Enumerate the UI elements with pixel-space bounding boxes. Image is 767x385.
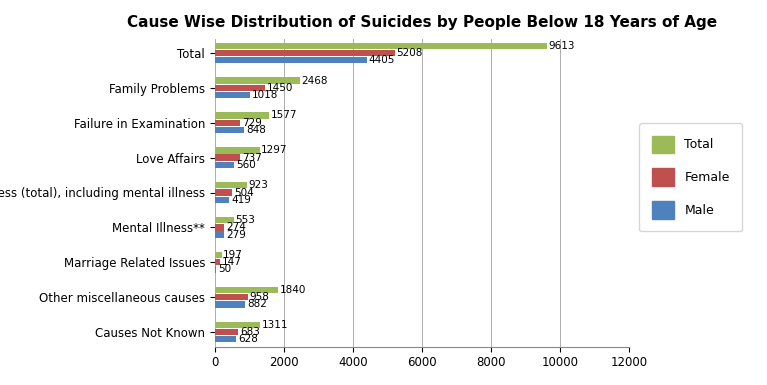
Text: 2468: 2468 <box>301 75 328 85</box>
Bar <box>215 50 394 56</box>
Text: 560: 560 <box>235 160 255 170</box>
Text: 683: 683 <box>240 327 260 337</box>
Text: 9613: 9613 <box>548 41 574 51</box>
Text: 274: 274 <box>226 223 245 233</box>
Bar <box>215 120 240 126</box>
Text: 1297: 1297 <box>262 146 288 156</box>
Bar <box>215 252 222 258</box>
Bar <box>215 162 234 168</box>
Bar <box>215 301 245 308</box>
Bar <box>215 43 547 49</box>
Bar <box>215 259 220 265</box>
Text: 1577: 1577 <box>271 110 298 121</box>
Text: 848: 848 <box>245 125 265 135</box>
Text: 1840: 1840 <box>280 285 306 295</box>
Text: 419: 419 <box>231 195 251 205</box>
Bar <box>215 127 244 133</box>
Bar <box>215 217 234 223</box>
Text: 553: 553 <box>235 215 255 225</box>
Bar <box>215 189 232 196</box>
Text: 1311: 1311 <box>262 320 288 330</box>
Bar <box>215 77 300 84</box>
Text: 5208: 5208 <box>397 48 423 58</box>
Text: 882: 882 <box>247 300 267 310</box>
Text: 628: 628 <box>239 334 258 344</box>
Bar <box>215 287 278 293</box>
Legend: Total, Female, Male: Total, Female, Male <box>640 123 742 231</box>
Bar <box>215 322 260 328</box>
Bar <box>215 154 240 161</box>
Bar <box>215 147 259 154</box>
Bar <box>215 197 229 203</box>
Text: 279: 279 <box>226 229 246 239</box>
Text: 1018: 1018 <box>252 90 278 100</box>
Text: 737: 737 <box>242 152 262 162</box>
Bar <box>215 231 225 238</box>
Bar <box>215 92 250 98</box>
Text: 50: 50 <box>219 264 232 275</box>
Text: 958: 958 <box>249 292 269 302</box>
Text: 1450: 1450 <box>267 83 293 93</box>
Title: Cause Wise Distribution of Suicides by People Below 18 Years of Age: Cause Wise Distribution of Suicides by P… <box>127 15 717 30</box>
Bar <box>215 336 236 342</box>
Bar <box>215 266 216 273</box>
Text: 923: 923 <box>249 180 268 190</box>
Bar <box>215 294 248 300</box>
Bar <box>215 182 247 188</box>
Text: 197: 197 <box>223 250 243 260</box>
Bar <box>215 57 367 63</box>
Text: 147: 147 <box>222 257 242 267</box>
Text: 4405: 4405 <box>368 55 395 65</box>
Text: 729: 729 <box>242 118 262 128</box>
Text: 504: 504 <box>234 187 254 198</box>
Bar <box>215 224 224 231</box>
Bar <box>215 112 269 119</box>
Bar <box>215 85 265 91</box>
Bar <box>215 329 239 335</box>
